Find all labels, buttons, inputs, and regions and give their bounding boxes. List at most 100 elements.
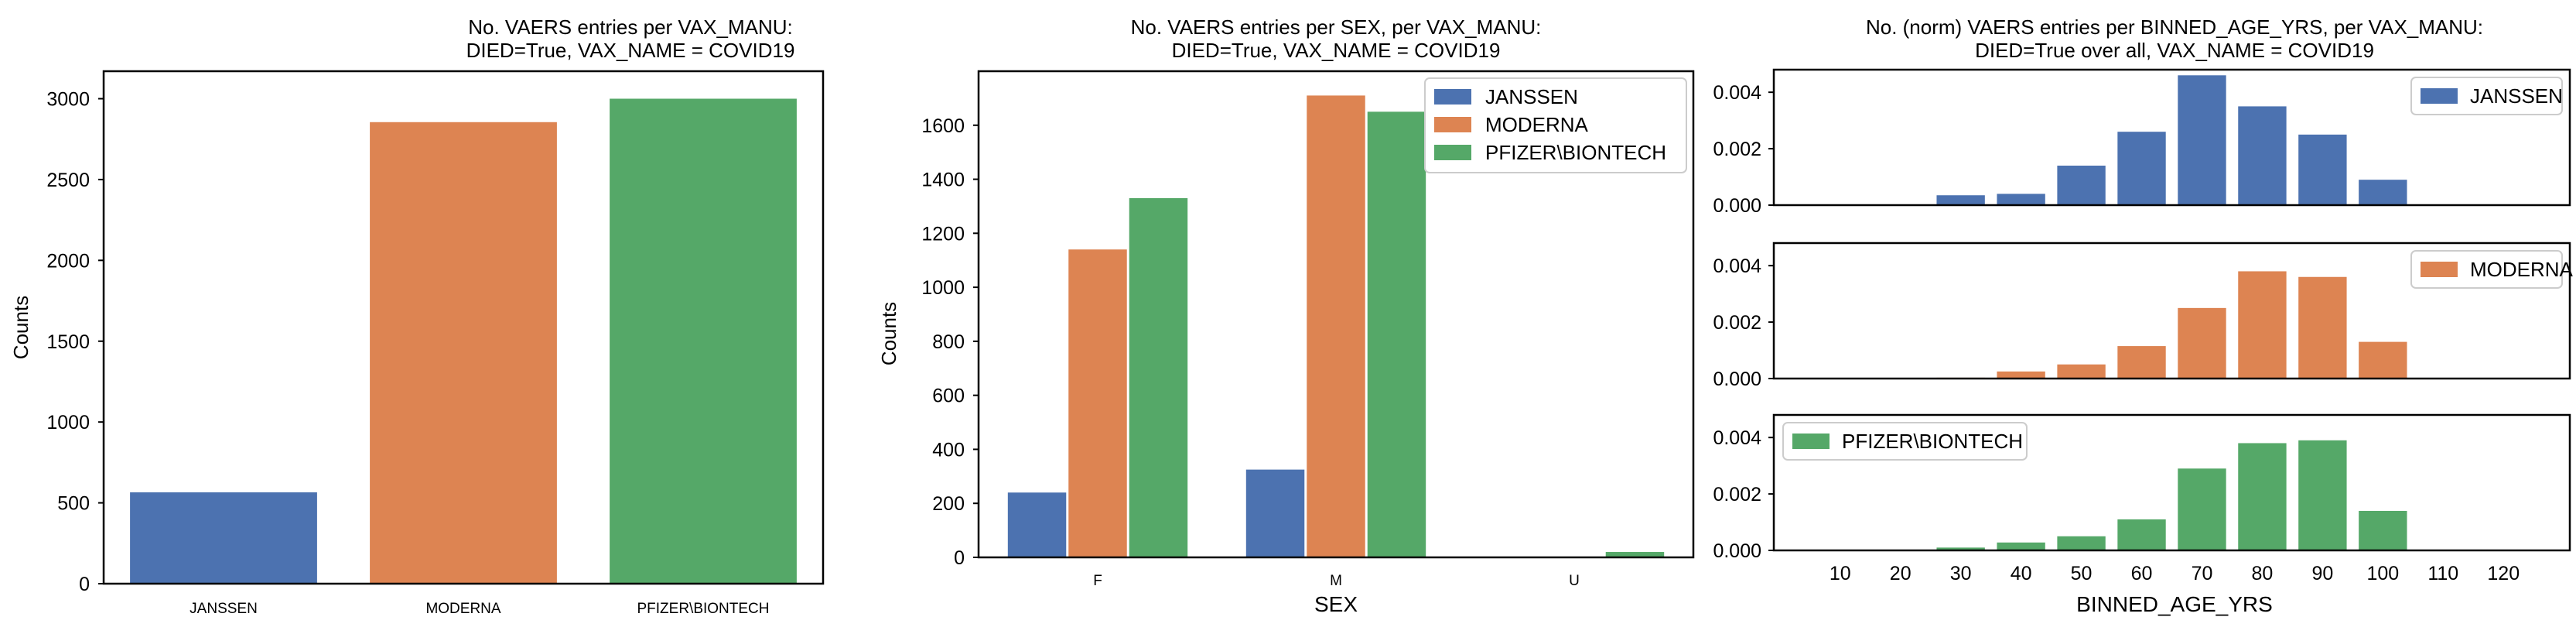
chart2-bars xyxy=(1007,95,1665,558)
chart2-legend-swatch-moderna xyxy=(1434,117,1471,132)
chart1-xtick-label: JANSSEN xyxy=(190,601,258,617)
chart2-ytick-label: 1000 xyxy=(921,277,965,299)
chart3-bar-janssen-40 xyxy=(1997,194,2045,205)
chart3-subtitle: DIED=True over all, VAX_NAME = COVID19 xyxy=(1975,39,2374,62)
chart2-ytick-label: 1200 xyxy=(921,223,965,245)
chart3-panel-frame xyxy=(1772,413,2571,552)
chart3-bar-pfizer-biontech-70 xyxy=(2178,468,2226,550)
chart2-bar-pfizer-biontech-m xyxy=(1367,111,1426,558)
chart3-bar-moderna-40 xyxy=(1997,371,2045,379)
chart2-title: No. VAERS entries per SEX, per VAX_MANU: xyxy=(1131,15,1542,39)
chart3-bar-pfizer-biontech-80 xyxy=(2238,443,2287,550)
chart3-bar-janssen-30 xyxy=(1936,195,1985,205)
chart1-ytick-label: 2000 xyxy=(46,250,90,272)
chart3-legend-swatch-pfizer-biontech xyxy=(1792,434,1830,449)
chart3-panels: 0.000 0.002 0.004 JANSSEN 0.000 0.002 0.004 MOD… xyxy=(1713,68,2574,562)
chart3-bar-pfizer-biontech-30 xyxy=(1936,547,1985,550)
chart3-bar-moderna-80 xyxy=(2238,271,2287,379)
chart2-legend-box xyxy=(1424,77,1687,173)
chart3-xtick-label: 70 xyxy=(2192,563,2213,584)
chart1-ytick-label: 1000 xyxy=(46,412,90,434)
chart1-subtitle: DIED=True, VAX_NAME = COVID19 xyxy=(466,39,795,62)
chart3-xtick-label: 30 xyxy=(1950,563,1972,584)
chart-vaers-per-sex: No. VAERS entries per SEX, per VAX_MANU:… xyxy=(877,15,1695,616)
chart3-legend-swatch-janssen xyxy=(2421,88,2458,104)
chart1-bars xyxy=(130,98,797,584)
chart3-xtick-label: 20 xyxy=(1890,563,1912,584)
chart1-ytick-label: 3000 xyxy=(46,89,90,111)
chart2-legend-swatch-pfizer-biontech xyxy=(1434,145,1471,160)
chart3-bar-janssen-90 xyxy=(2298,134,2347,205)
chart2-ytick-label: 800 xyxy=(932,331,965,353)
chart1-ytick-label: 500 xyxy=(57,493,90,515)
chart3-legend-box xyxy=(1782,422,2028,461)
chart1-ylabel: Counts xyxy=(9,296,32,359)
chart3-ytick-label: 0.000 xyxy=(1713,195,1761,217)
chart-vaers-per-manufacturer: No. VAERS entries per VAX_MANU: DIED=Tru… xyxy=(9,15,825,617)
chart1-xtick-label: PFIZER\BIONTECH xyxy=(637,601,769,617)
chart1-ytick-label: 1500 xyxy=(46,331,90,353)
chart3-bar-pfizer-biontech-90 xyxy=(2298,440,2347,550)
chart2-bar-pfizer-biontech-f xyxy=(1129,197,1188,557)
chart2-xlabel: SEX xyxy=(1314,592,1358,616)
chart3-panel-frame xyxy=(1772,68,2571,207)
chart3-bar-pfizer-biontech-100 xyxy=(2359,510,2407,550)
chart3-xtick-label: 80 xyxy=(2252,563,2274,584)
chart1-ytick-label: 0 xyxy=(79,574,90,595)
chart3-xtick-label: 50 xyxy=(2071,563,2093,584)
chart2-legend-label: PFIZER\BIONTECH xyxy=(1485,141,1666,164)
chart3-bar-moderna-50 xyxy=(2057,364,2106,379)
chart3-bar-janssen-70 xyxy=(2178,75,2226,206)
chart2-xtick-label: M xyxy=(1330,573,1342,589)
chart3-bar-janssen-100 xyxy=(2359,180,2407,205)
chart3-legend-label: JANSSEN xyxy=(2470,84,2563,108)
chart2-bar-pfizer-biontech-u xyxy=(1605,552,1665,557)
chart3-ytick-label: 0.000 xyxy=(1713,368,1761,390)
chart3-legend-box xyxy=(2410,77,2563,115)
chart2-ytick-label: 600 xyxy=(932,386,965,407)
chart1-bar-pfizer-biontech xyxy=(610,98,797,584)
chart3-legend-box xyxy=(2410,250,2563,289)
chart3-panel-janssen: 0.000 0.002 0.004 JANSSEN xyxy=(1713,68,2571,217)
chart3-ytick-label: 0.004 xyxy=(1713,255,1761,277)
chart2-ytick-label: 1400 xyxy=(921,170,965,191)
chart2-ytick-label: 1600 xyxy=(921,115,965,137)
chart3-bar-moderna-60 xyxy=(2117,346,2166,379)
chart1-xtick-label: MODERNA xyxy=(425,601,501,617)
chart3-xtick-label: 100 xyxy=(2366,563,2399,584)
chart3-bar-pfizer-biontech-40 xyxy=(1997,542,2045,550)
chart2-bar-janssen-f xyxy=(1007,492,1067,557)
chart2-xtick-label: U xyxy=(1569,573,1580,589)
chart2-ylabel: Counts xyxy=(877,302,900,365)
chart3-legend-label: PFIZER\BIONTECH xyxy=(1842,430,2023,453)
chart3-ytick-label: 0.002 xyxy=(1713,139,1761,160)
chart3-title: No. (norm) VAERS entries per BINNED_AGE_… xyxy=(1866,15,2483,39)
chart3-xtick-label: 90 xyxy=(2311,563,2333,584)
chart3-legend-label: MODERNA xyxy=(2470,258,2574,281)
chart3-xtick-label: 10 xyxy=(1830,563,1851,584)
chart2-ytick-label: 200 xyxy=(932,493,965,515)
chart3-bar-janssen-60 xyxy=(2117,132,2166,205)
chart2-legend: JANSSEN MODERNA PFIZER\BIONTECH xyxy=(1424,77,1687,173)
chart3-xlabel: BINNED_AGE_YRS xyxy=(2076,592,2273,616)
chart3-bar-janssen-50 xyxy=(2057,165,2106,205)
chart3-ytick-label: 0.000 xyxy=(1713,540,1761,562)
chart1-y-axis: 0 500 1000 1500 2000 2500 3000 xyxy=(46,89,104,595)
chart3-xtick-label: 120 xyxy=(2487,563,2520,584)
chart3-bar-janssen-80 xyxy=(2238,106,2287,205)
chart3-xtick-label: 110 xyxy=(2427,563,2458,584)
chart3-ytick-label: 0.004 xyxy=(1713,427,1761,449)
chart1-x-axis: JANSSEN MODERNA PFIZER\BIONTECH xyxy=(190,601,769,617)
chart2-ytick-label: 0 xyxy=(954,547,965,569)
chart2-y-axis: 0 200 400 600 800 1000 1200 1400 1600 xyxy=(921,115,979,569)
chart3-xtick-label: 40 xyxy=(2011,563,2032,584)
chart3-bar-moderna-100 xyxy=(2359,341,2407,379)
chart3-xtick-label: 60 xyxy=(2131,563,2153,584)
chart3-panel-pfizer-biontech: 0.000 0.002 0.004 PFIZER\BIONTECH xyxy=(1713,413,2571,562)
chart2-legend-label: JANSSEN xyxy=(1485,85,1578,108)
chart1-bar-moderna xyxy=(370,122,557,584)
chart1-bar-janssen xyxy=(130,492,317,584)
chart3-ytick-label: 0.002 xyxy=(1713,484,1761,505)
